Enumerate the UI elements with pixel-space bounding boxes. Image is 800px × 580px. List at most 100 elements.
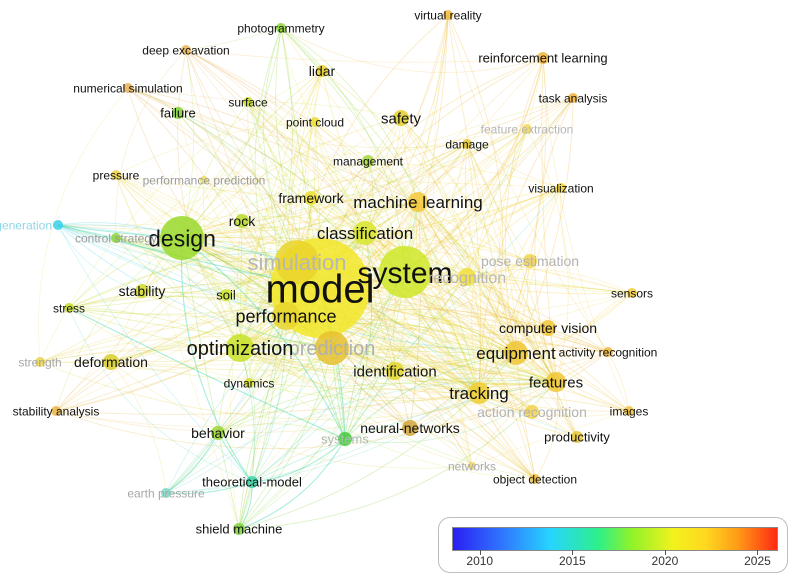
node-performance[interactable] (272, 302, 300, 330)
edge (185, 49, 533, 413)
node-sensors[interactable] (627, 288, 637, 298)
node-visualization[interactable] (556, 183, 566, 193)
edge (181, 49, 195, 239)
edge (447, 14, 609, 353)
node-control-strategy[interactable] (111, 233, 121, 243)
edge (57, 224, 227, 296)
edge (181, 237, 240, 530)
node-stability-analysis[interactable] (51, 406, 61, 416)
edge (504, 57, 544, 354)
node-performance-prediction[interactable] (200, 176, 208, 184)
node-point-cloud[interactable] (310, 117, 320, 127)
node-framework[interactable] (304, 191, 318, 205)
node-lidar[interactable] (316, 65, 328, 77)
node-computer-vision[interactable] (540, 320, 556, 336)
node-classification[interactable] (353, 221, 377, 245)
edge (181, 201, 419, 239)
node-images[interactable] (624, 406, 634, 416)
node-deformation[interactable] (103, 354, 119, 370)
edge (185, 49, 578, 438)
edge (344, 276, 468, 440)
node-neural-networks[interactable] (402, 420, 418, 436)
node-reinforcement-learning[interactable] (537, 52, 549, 64)
node-machine-learning[interactable] (408, 192, 428, 212)
node-virtual-reality[interactable] (443, 10, 453, 20)
edge (433, 14, 473, 467)
node-identification[interactable] (386, 362, 404, 380)
edge (141, 290, 557, 384)
node-strength[interactable] (35, 357, 45, 367)
node-design[interactable] (160, 216, 204, 260)
node-management[interactable] (362, 155, 374, 167)
node-damage[interactable] (462, 139, 472, 149)
legend-tick-label: 2020 (651, 554, 679, 568)
edge (239, 27, 293, 349)
edge (415, 201, 480, 394)
node-rock[interactable] (235, 214, 249, 228)
edge (57, 224, 333, 349)
node-numerical-simulation[interactable] (123, 83, 133, 93)
node-deep-excavation[interactable] (181, 45, 191, 55)
node-features[interactable] (546, 372, 566, 392)
node-shield-machine[interactable] (233, 523, 245, 535)
edge (203, 179, 562, 189)
node-earth-pressure[interactable] (161, 488, 171, 498)
edge (409, 352, 517, 429)
node-behavior[interactable] (211, 426, 225, 440)
node-equipment[interactable] (504, 341, 528, 365)
label-recognition: recognition (428, 270, 506, 287)
node-object-detection[interactable] (530, 474, 540, 484)
edge (417, 201, 531, 262)
node-activity-recognition[interactable] (603, 347, 613, 357)
node-generation[interactable] (53, 220, 63, 230)
edge (68, 232, 366, 309)
node-safety[interactable] (393, 110, 409, 126)
edge (417, 201, 557, 383)
node-systems[interactable] (338, 432, 352, 446)
edge (344, 232, 373, 440)
node-optimization[interactable] (226, 334, 254, 362)
node-action-recognition[interactable] (525, 405, 539, 419)
label-system: system (357, 257, 452, 290)
edge (465, 143, 517, 354)
node-productivity[interactable] (571, 431, 583, 443)
edge (344, 352, 517, 440)
edge (239, 260, 531, 349)
edge (115, 237, 287, 317)
edge (263, 27, 298, 263)
node-system[interactable] (379, 246, 431, 298)
node-pose-estimation[interactable] (523, 254, 537, 268)
node-recognition[interactable] (458, 268, 476, 286)
edge (417, 201, 557, 383)
node-stability[interactable] (135, 284, 149, 298)
edge (417, 201, 473, 467)
label-equipment: equipment (476, 344, 556, 363)
label-task-analysis: task analysis (539, 91, 608, 105)
node-surface[interactable] (243, 97, 253, 107)
node-prediction[interactable] (315, 331, 349, 365)
node-photogrammetry[interactable] (276, 23, 286, 33)
edge (394, 351, 609, 372)
label-stability: stability (119, 283, 166, 299)
node-simulation[interactable] (275, 240, 319, 284)
edge (417, 201, 578, 438)
edge (203, 143, 468, 181)
node-task-analysis[interactable] (568, 93, 578, 103)
edge (68, 179, 205, 309)
edge (400, 117, 557, 383)
label-stability-analysis: stability analysis (13, 404, 100, 418)
node-soil[interactable] (220, 289, 232, 301)
node-failure[interactable] (172, 107, 184, 119)
edge (239, 347, 480, 399)
node-networks[interactable] (468, 462, 476, 470)
edge (68, 307, 557, 384)
node-dynamics[interactable] (244, 378, 254, 388)
node-tracking[interactable] (468, 382, 490, 404)
node-pressure[interactable] (111, 170, 121, 180)
edge (203, 179, 633, 294)
node-theoretical-model[interactable] (246, 476, 258, 488)
edge (296, 70, 323, 263)
node-stress[interactable] (64, 303, 74, 313)
edge (247, 101, 402, 119)
node-feature-extraction[interactable] (522, 124, 532, 134)
